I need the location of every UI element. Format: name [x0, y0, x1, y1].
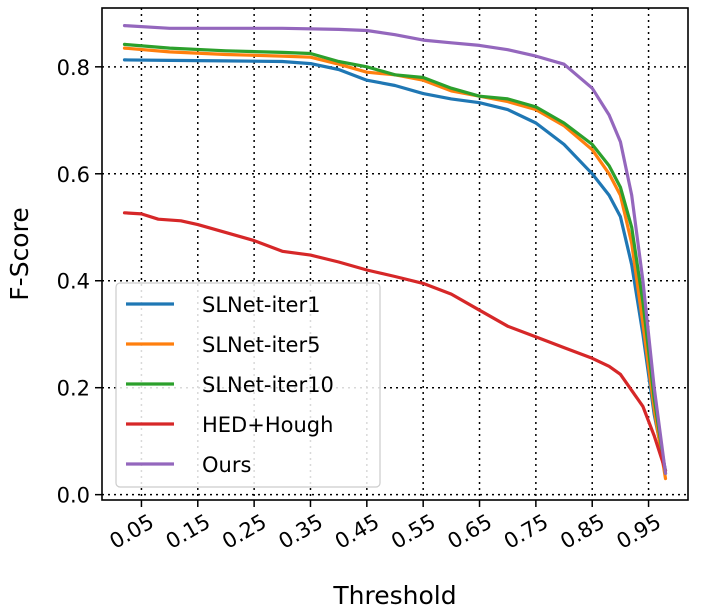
y-tick-label: 0.8 [57, 56, 90, 80]
y-tick-label: 0.2 [57, 377, 90, 401]
legend: SLNet-iter1 SLNet-iter5 SLNet-iter10 HED+Ho… [115, 282, 381, 488]
x-tick-label: 0.85 [556, 510, 609, 554]
x-tick-label: 0.45 [331, 510, 384, 554]
series-lines [122, 24, 668, 481]
x-tick-label: 0.75 [500, 510, 553, 554]
y-axis-ticks: 0.0 0.2 0.4 0.6 0.8 [57, 56, 102, 508]
series-line-slnet-iter10 [122, 42, 668, 475]
x-tick-label: 0.55 [387, 510, 440, 554]
plot-frame [101, 7, 689, 501]
legend-box [115, 282, 381, 488]
series-line-hed-hough [122, 211, 668, 473]
legend-label: HED+Hough [202, 413, 333, 437]
y-tick-label: 0.4 [57, 270, 90, 294]
x-tick-label: 0.25 [218, 510, 271, 554]
legend-label: SLNet-iter1 [202, 293, 320, 317]
x-tick-label: 0.15 [162, 510, 215, 554]
series-line-slnet-iter1 [122, 58, 668, 473]
y-tick-label: 0.0 [57, 484, 90, 508]
series-line-ours [122, 24, 668, 475]
legend-label: SLNet-iter5 [202, 333, 320, 357]
legend-label: Ours [202, 453, 251, 477]
y-tick-label: 0.6 [57, 163, 90, 187]
legend-label: SLNet-iter10 [202, 373, 334, 397]
x-tick-label: 0.05 [105, 510, 158, 554]
x-axis-label: Threshold [332, 581, 456, 610]
x-axis-ticks: 0.05 0.15 0.25 0.35 0.45 0.55 0.65 0.75 0.85 0.95 [105, 500, 665, 554]
x-tick-label: 0.65 [444, 510, 497, 554]
x-tick-label: 0.35 [274, 510, 327, 554]
y-axis-label: F-Score [5, 207, 34, 300]
x-tick-label: 0.95 [613, 510, 666, 554]
